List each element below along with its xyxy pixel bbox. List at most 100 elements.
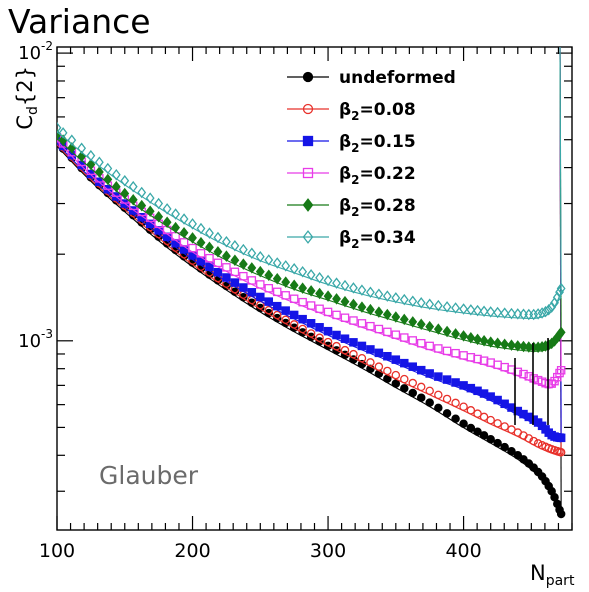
data-point [281,306,290,315]
legend-marker [302,198,314,212]
data-point [289,320,299,329]
legend-marker [302,71,314,83]
data-point [451,378,460,387]
data-point [374,348,384,358]
data-point [400,333,409,342]
data-point [247,288,257,297]
data-point [188,243,197,253]
data-point [230,287,240,296]
data-point [281,276,291,288]
data-point [179,238,189,247]
series [57,47,566,519]
data-point [425,320,435,333]
data-point [442,346,452,356]
x-tick-label: 400 [445,540,481,562]
data-point [383,366,392,376]
legend-label: β2=0.08 [339,100,416,123]
legend-marker [302,167,314,179]
data-point [230,254,240,266]
data-point [86,149,96,162]
data-point [332,330,341,340]
data-point [507,307,516,320]
data-point [366,358,375,367]
page-title: Variance [8,2,151,41]
data-point [556,282,566,295]
data-point [298,314,307,324]
data-point [332,310,341,320]
data-point [315,287,325,300]
data-point [473,427,482,437]
data-point [556,509,566,519]
legend-item: β2=0.22 [287,164,416,187]
data-point [247,276,257,285]
data-point [391,370,401,380]
data-point [281,260,291,272]
data-point [222,281,231,291]
data-point [332,293,341,305]
data-point [366,321,375,331]
data-point [137,212,146,222]
data-point [323,307,333,317]
data-point [196,236,206,249]
data-point [459,381,468,390]
data-point [128,194,138,206]
data-point [399,313,409,326]
data-point [239,293,248,302]
data-point [255,265,265,278]
data-point [500,399,509,409]
data-point [188,232,197,244]
data-point [416,318,426,331]
data-point [416,382,426,392]
legend-item: β2=0.15 [287,132,416,155]
data-point [323,326,333,336]
y-axis-label-suffix: {2} [13,66,37,106]
data-point [425,398,434,407]
data-point [332,277,341,289]
data-point [479,431,489,440]
data-point [493,395,502,405]
data-point [264,269,274,281]
data-point [340,334,350,343]
series [57,47,566,443]
data-point [556,433,566,443]
legend-item: undeformed [287,68,456,88]
data-point [332,341,341,351]
data-point [519,340,528,353]
data-point [247,262,257,274]
data-point [58,127,68,139]
legend-label: β2=0.34 [339,228,416,251]
data-point [416,393,426,402]
data-point [416,365,426,375]
series-curve [57,140,562,389]
data-point [486,434,495,444]
y-tick-label: 10-2 [18,39,53,64]
legend: undeformed β2=0.08 β2=0.15 β2=0.22 β2=0.28 β2… [287,68,456,251]
data-point [513,367,523,377]
data-point [205,227,214,239]
data-point [281,315,290,325]
data-point [256,292,265,302]
data-point [222,263,231,272]
data-point [357,341,367,351]
legend-item: β2=0.34 [287,228,416,251]
data-point [315,323,324,332]
data-point [230,267,240,277]
data-point [264,254,274,266]
data-point [486,336,496,348]
data-point [289,294,299,304]
data-point [298,324,307,334]
data-point [433,323,443,335]
axis-ticks [56,47,573,530]
data-point [533,308,543,320]
data-point [533,439,543,448]
data-point [473,354,482,364]
data-point [340,295,350,308]
legend-label: β2=0.22 [339,164,416,187]
data-point [442,409,452,418]
data-point [365,303,375,316]
data-point [315,271,325,284]
data-point [425,298,435,310]
data-point [416,297,426,309]
y-tick-label: 10-3 [18,327,53,352]
data-point [493,438,502,448]
